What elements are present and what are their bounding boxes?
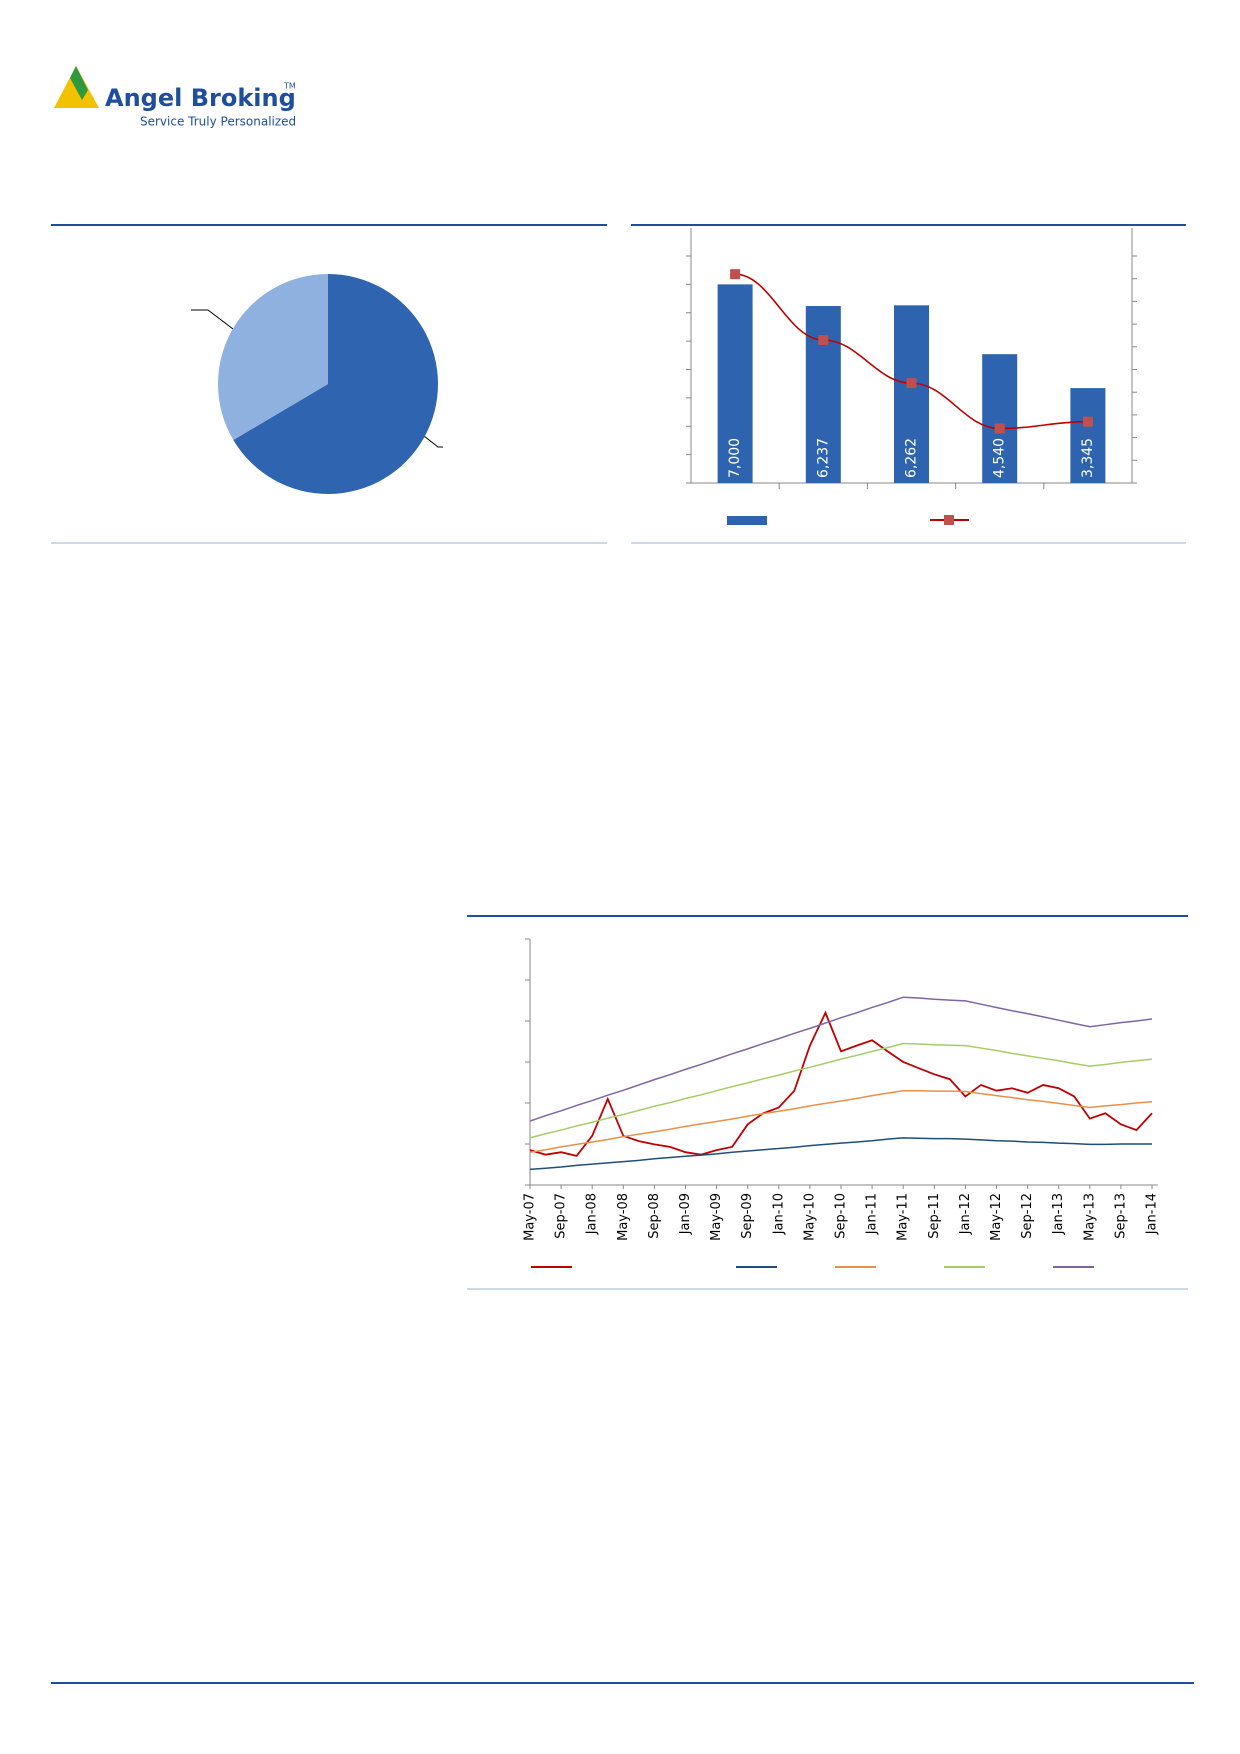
bar-value-label: 6,237 (815, 438, 831, 478)
x-tick-label: Sep-08 (647, 1193, 662, 1239)
x-tick-label: May-13 (1082, 1193, 1097, 1241)
x-tick-label: May-07 (523, 1193, 538, 1241)
line-series (529, 1137, 1152, 1171)
logo: Angel Broking TM Service Truly Personali… (54, 66, 296, 129)
x-tick-label: Sep-13 (1113, 1193, 1128, 1239)
logo-name: Angel Broking (105, 84, 296, 112)
bar-value-label: 4,540 (992, 438, 1008, 478)
x-tick-label: Sep-07 (554, 1193, 569, 1239)
x-tick-label: May-12 (989, 1193, 1004, 1241)
x-tick-label: Jan-13 (1051, 1193, 1066, 1235)
x-tick-label: Jan-14 (1145, 1193, 1160, 1235)
bar (894, 305, 929, 483)
pie-slice (233, 274, 438, 495)
x-tick-label: Jan-12 (958, 1193, 973, 1235)
line-series (529, 1042, 1153, 1139)
legend-swatch (727, 516, 767, 525)
bar (982, 354, 1018, 483)
x-tick-label: Jan-08 (585, 1193, 600, 1235)
x-tick-label: May-10 (802, 1193, 817, 1241)
logo-trademark: TM (283, 82, 296, 91)
logo-accent (70, 66, 88, 100)
leader-line (423, 435, 443, 448)
leader-line (191, 309, 234, 330)
line-series (529, 1010, 1153, 1157)
x-tick-label: May-11 (896, 1193, 911, 1241)
line-marker (1082, 416, 1093, 427)
line-series (529, 1089, 1153, 1153)
x-tick-label: Sep-11 (927, 1193, 942, 1239)
x-tick-label: May-08 (616, 1193, 631, 1241)
x-tick-label: May-09 (709, 1193, 724, 1241)
x-tick-label: Sep-12 (1020, 1193, 1035, 1239)
logo-tagline: Service Truly Personalized (140, 115, 296, 129)
x-tick-label: Jan-11 (865, 1193, 880, 1235)
bar-value-label: 7,000 (727, 438, 743, 478)
line-marker (994, 423, 1005, 434)
x-tick-label: Sep-09 (740, 1193, 755, 1239)
line-series (529, 996, 1153, 1122)
line-marker (906, 378, 917, 389)
bar (717, 284, 753, 483)
pie-slice (218, 274, 328, 440)
line-marker (818, 334, 829, 345)
x-tick-label: Jan-09 (678, 1193, 693, 1235)
x-tick-label: Jan-10 (771, 1193, 786, 1235)
bar-value-label: 6,262 (904, 438, 920, 478)
x-tick-label: Sep-10 (834, 1193, 849, 1239)
bar-value-label: 3,345 (1080, 438, 1096, 478)
legend-swatch (944, 515, 954, 525)
line-marker (730, 269, 741, 280)
bar (1070, 388, 1106, 483)
